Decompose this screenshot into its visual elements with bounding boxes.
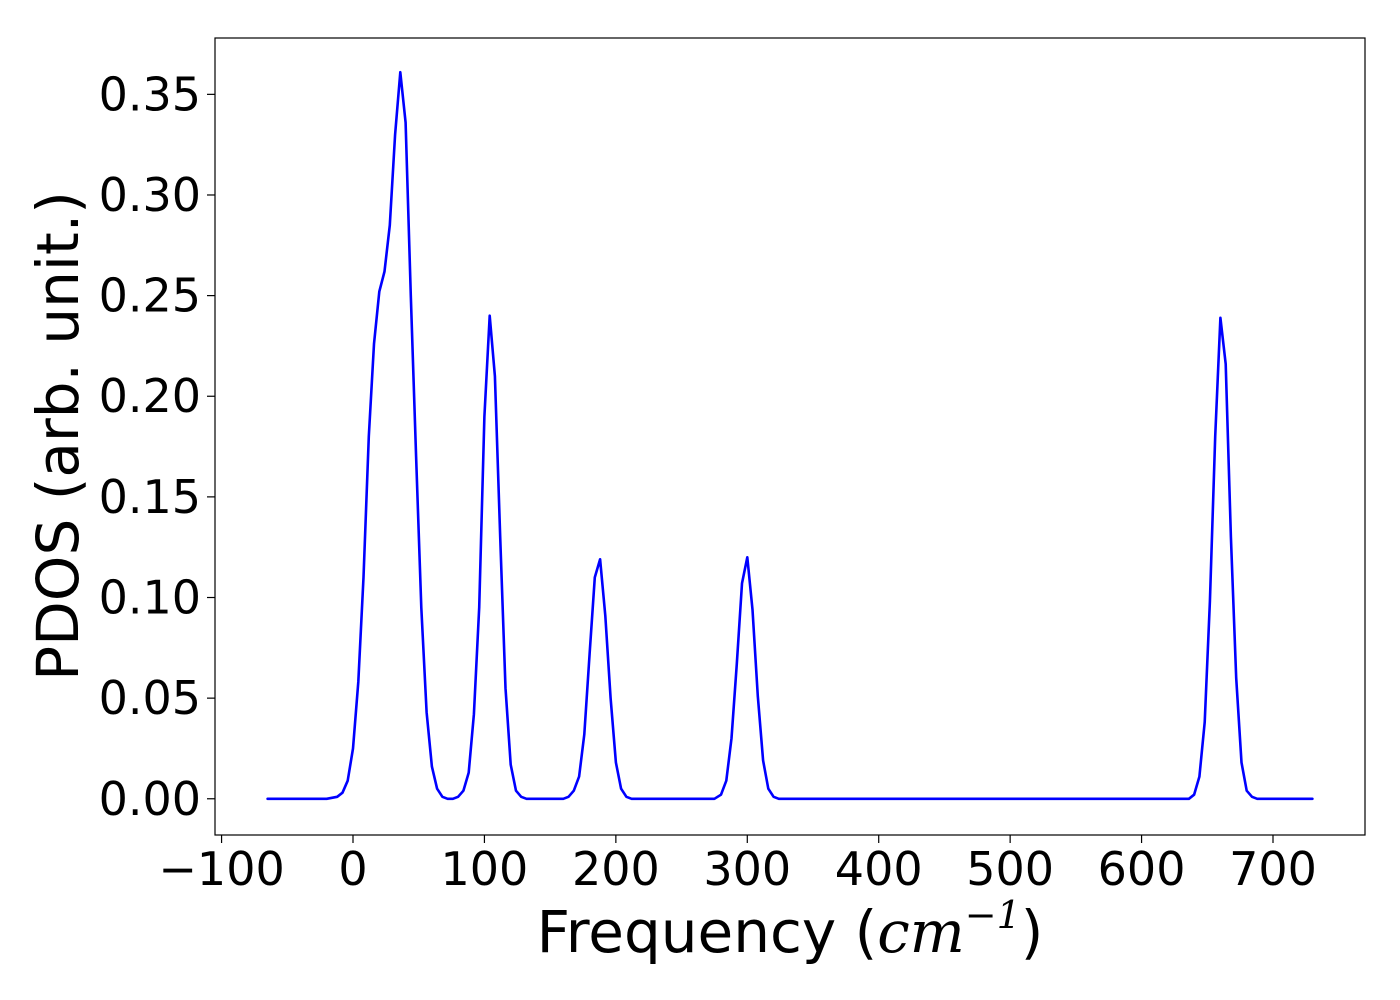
x-axis-label: Frequency (cm−1) <box>537 893 1044 966</box>
y-tick-label: 0.10 <box>99 571 201 625</box>
x-tick-label: 100 <box>441 842 529 896</box>
x-tick-label: 600 <box>1098 842 1186 896</box>
x-tick-label: 300 <box>703 842 791 896</box>
series-layer <box>266 70 1314 801</box>
x-tick-label: 400 <box>835 842 923 896</box>
y-tick-label: 0.15 <box>99 470 201 524</box>
y-tick-label: 0.20 <box>99 369 201 423</box>
x-tick-label: 500 <box>966 842 1054 896</box>
y-ticks: 0.00 0.05 0.10 0.15 0.20 0.25 0.30 0.35 <box>99 67 215 826</box>
y-axis-label: PDOS (arb. unit.) <box>24 191 92 681</box>
y-tick-label: 0.05 <box>99 671 201 725</box>
plot-frame <box>214 37 1366 836</box>
x-tick-label: 700 <box>1229 842 1317 896</box>
y-tick-label: 0.30 <box>99 168 201 222</box>
x-ticks: −100 0 100 200 300 400 500 600 700 <box>158 835 1317 896</box>
pdos-series-line <box>266 70 1314 801</box>
x-tick-label: 0 <box>338 842 367 896</box>
y-tick-label: 0.00 <box>99 772 201 826</box>
x-tick-label: −100 <box>158 842 284 896</box>
x-tick-label: 200 <box>572 842 660 896</box>
y-tick-label: 0.25 <box>99 269 201 323</box>
y-tick-label: 0.35 <box>99 67 201 121</box>
